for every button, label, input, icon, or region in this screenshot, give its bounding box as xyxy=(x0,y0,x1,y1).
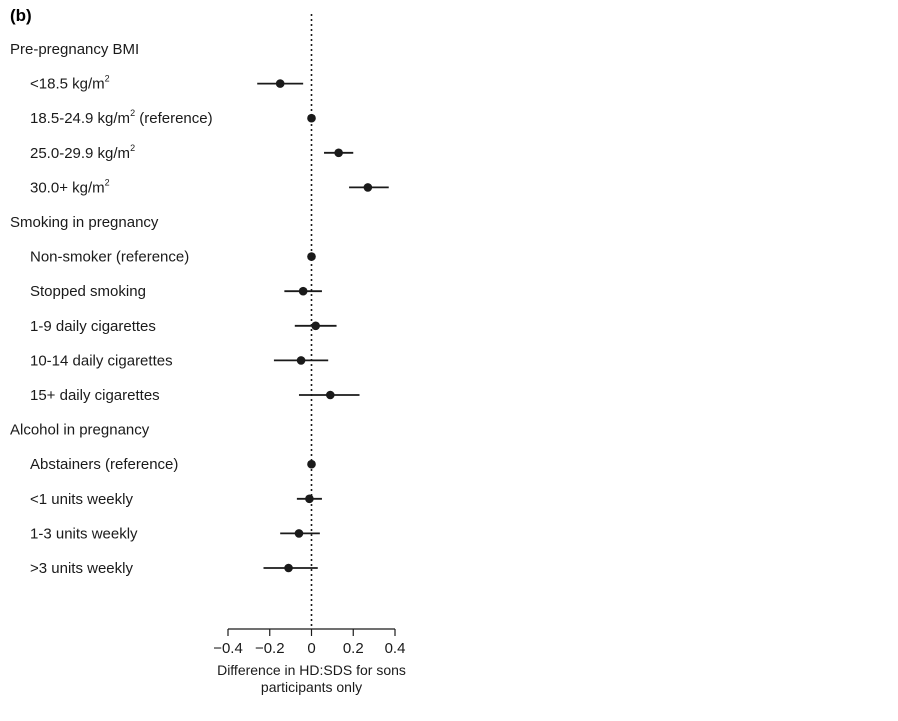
estimate-point xyxy=(307,459,316,469)
group-header: Smoking in pregnancy xyxy=(10,214,159,231)
row-label: 1-3 units weekly xyxy=(30,525,138,542)
group-header: Pre-pregnancy BMI xyxy=(10,41,139,58)
x-tick-label: 0 xyxy=(307,640,315,657)
estimate-point xyxy=(363,183,373,192)
row-label: Abstainers (reference) xyxy=(30,456,178,473)
row-label: >3 units weekly xyxy=(30,560,133,577)
row-label: Non-smoker (reference) xyxy=(30,249,189,266)
estimate-point xyxy=(275,79,285,88)
row-label: 1-9 daily cigarettes xyxy=(30,318,156,335)
panel-label: (b) xyxy=(10,6,32,25)
row-label: 30.0+ kg/m2 xyxy=(30,177,110,196)
estimate-point xyxy=(284,563,293,573)
x-axis-label: Difference in HD:SDS for sons xyxy=(217,662,406,678)
estimate-point xyxy=(294,529,304,538)
x-tick-label: −0.2 xyxy=(255,640,285,657)
estimate-point xyxy=(307,113,316,123)
estimate-point xyxy=(305,494,314,504)
estimate-point xyxy=(298,286,308,296)
panel-a: (b) Pre-pregnancy BMI <18.5 kg/m2 18.5-24.9… xyxy=(10,6,406,695)
row-label: <1 units weekly xyxy=(30,491,133,508)
estimate-point xyxy=(296,356,306,365)
row-label: <18.5 kg/m2 xyxy=(30,74,110,93)
x-tick-label: −0.4 xyxy=(213,640,243,657)
group-header: Alcohol in pregnancy xyxy=(10,422,150,439)
x-tick-label: 0.2 xyxy=(343,640,364,657)
row-label: 25.0-29.9 kg/m2 xyxy=(30,143,135,162)
estimate-point xyxy=(307,252,316,261)
estimate-point xyxy=(334,148,343,158)
row-label: 10-14 daily cigarettes xyxy=(30,352,173,369)
estimate-point xyxy=(325,390,335,400)
row-label: 15+ daily cigarettes xyxy=(30,387,160,404)
estimate-point xyxy=(311,321,320,331)
x-axis-label: participants only xyxy=(261,679,362,695)
row-label: Stopped smoking xyxy=(30,283,146,300)
row-label: 18.5-24.9 kg/m2 (reference) xyxy=(30,108,213,127)
x-tick-label: 0.4 xyxy=(385,640,406,657)
